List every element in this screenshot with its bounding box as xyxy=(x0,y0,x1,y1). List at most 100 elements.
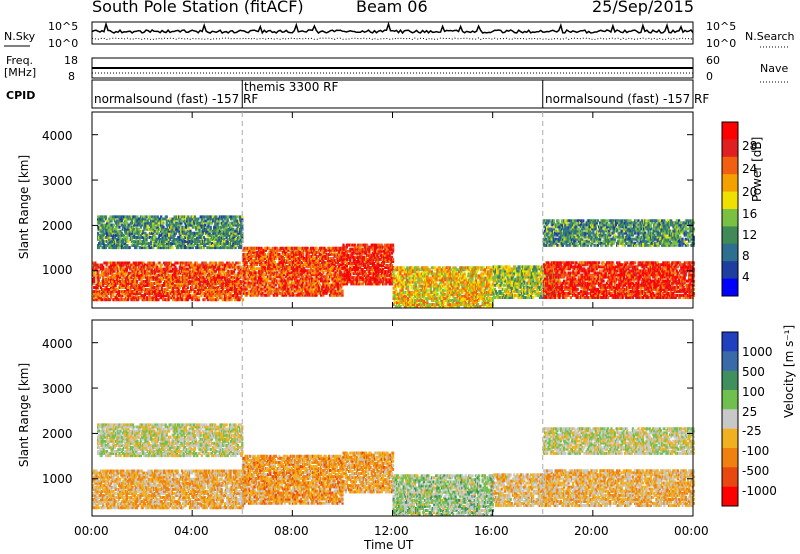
power-echo-cell xyxy=(239,265,242,269)
power-echo-cell xyxy=(163,239,166,243)
power-echo-cell xyxy=(251,275,254,279)
power-echo-cell xyxy=(236,237,239,241)
power-echo-cell xyxy=(201,231,204,235)
power-echo-cell xyxy=(151,296,154,300)
power-echo-cell xyxy=(219,296,222,300)
power-echo-cell xyxy=(195,292,198,296)
power-echo-cell xyxy=(131,290,134,294)
power-echo-cell xyxy=(133,227,136,231)
power-echo-cell xyxy=(205,229,208,233)
power-echo-cell xyxy=(219,261,222,265)
power-echo-cell xyxy=(129,223,132,227)
power-echo-cell xyxy=(204,267,207,271)
xtick-1: 04:00 xyxy=(174,524,209,538)
power-echo-cell xyxy=(241,223,244,227)
power-echo-cell xyxy=(141,281,144,285)
power-echo-cell xyxy=(177,288,180,291)
power-echo-cell xyxy=(96,286,99,289)
power-echo-cell xyxy=(144,235,147,239)
power-echo-cell xyxy=(241,215,244,219)
power-echo-cell xyxy=(222,290,225,294)
power-echo-cell xyxy=(200,263,203,267)
power-echo-cell xyxy=(244,259,247,262)
power-echo-cell xyxy=(197,296,201,300)
power-echo-cell xyxy=(106,273,109,277)
power-echo-cell xyxy=(143,296,146,300)
power-echo-cell xyxy=(160,296,163,300)
power-echo-cell xyxy=(298,246,301,250)
power-echo-cell xyxy=(160,215,163,219)
power-echo-cell xyxy=(185,284,188,287)
power-echo-cell xyxy=(175,288,178,291)
power-echo-cell xyxy=(135,290,139,294)
power-echo-cell xyxy=(106,279,109,283)
power-echo-cell xyxy=(102,281,105,285)
power-echo-cell xyxy=(239,292,242,296)
power-echo-cell xyxy=(176,261,179,265)
power-echo-cell xyxy=(189,246,192,250)
power-echo-cell xyxy=(97,231,100,235)
power-echo-cell xyxy=(126,271,130,275)
power-echo-cell xyxy=(159,279,162,283)
power-echo-cell xyxy=(249,265,252,269)
power-echo-cell xyxy=(237,296,240,300)
power-echo-cell xyxy=(161,223,164,227)
power-echo-cell xyxy=(101,292,104,296)
power-echo-cell xyxy=(133,275,136,279)
power-echo-cell xyxy=(145,215,148,219)
power-echo-cell xyxy=(164,235,167,239)
power-echo-cell xyxy=(161,298,165,302)
power-echo-cell xyxy=(132,296,135,300)
power-echo-cell xyxy=(159,275,162,279)
power-echo-cell xyxy=(226,239,229,243)
power-echo-cell xyxy=(217,239,220,243)
power-echo-cell xyxy=(121,294,124,298)
power-echo-cell xyxy=(108,242,111,245)
power-echo-cell xyxy=(252,265,255,269)
power-echo-cell xyxy=(112,281,115,285)
power-echo-cell xyxy=(224,231,227,235)
power-echo-cell xyxy=(196,244,199,247)
power-echo-cell xyxy=(131,298,134,302)
power-echo-cell xyxy=(226,219,229,223)
power-echo-cell xyxy=(111,246,114,250)
power-echo-cell xyxy=(117,235,120,239)
power-echo-cell xyxy=(200,284,203,287)
power-echo-cell xyxy=(107,267,110,271)
power-echo-cell xyxy=(124,296,127,300)
power-echo-cell xyxy=(215,225,218,229)
power-echo-cell xyxy=(195,298,198,302)
power-echo-cell xyxy=(223,298,226,302)
power-echo-cell xyxy=(156,281,159,285)
power-echo-cell xyxy=(121,223,124,227)
power-echo-cell xyxy=(213,279,216,283)
power-echo-cell xyxy=(126,292,130,296)
power-echo-cell xyxy=(250,248,253,252)
power-echo-cell xyxy=(221,275,224,279)
power-echo-cell xyxy=(182,233,185,237)
power-echo-cell xyxy=(152,294,156,298)
power-echo-cell xyxy=(119,235,122,239)
power-echo-cell xyxy=(172,225,175,229)
power-echo-cell xyxy=(204,269,207,273)
power-echo-cell xyxy=(237,288,240,291)
power-echo-cell xyxy=(148,217,151,221)
power-echo-cell xyxy=(197,269,201,273)
power-echo-cell xyxy=(111,273,114,277)
power-echo-cell xyxy=(223,244,226,247)
power-echo-cell xyxy=(223,294,226,298)
power-echo-cell xyxy=(152,244,155,247)
power-echo-cell xyxy=(133,261,136,265)
power-echo-cell xyxy=(214,246,217,250)
power-echo-cell xyxy=(156,277,159,281)
power-echo-cell xyxy=(186,267,189,271)
power-echo-cell xyxy=(156,265,159,269)
power-echo-cell xyxy=(208,219,211,223)
power-echo-cell xyxy=(157,231,161,235)
power-echo-cell xyxy=(101,298,104,302)
power-echo-cell xyxy=(134,223,137,227)
power-echo-cell xyxy=(139,292,142,296)
power-echo-cell xyxy=(142,229,145,233)
power-echo-cell xyxy=(147,279,150,283)
power-echo-cell xyxy=(109,225,112,229)
